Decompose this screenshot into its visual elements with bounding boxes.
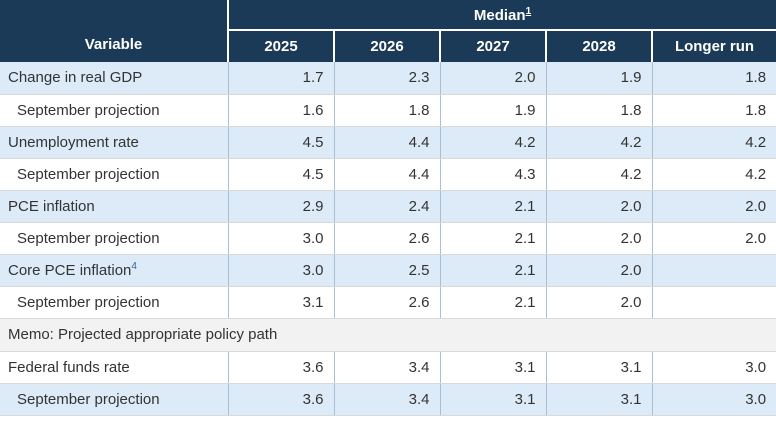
value-cell: 2.3: [333, 62, 440, 95]
value-cell: 3.4: [333, 383, 440, 416]
value-cell: 2.0: [439, 62, 546, 95]
value-cell: 2.1: [439, 222, 546, 255]
year-header-2025: 2025: [228, 30, 334, 62]
row-pce-inflation: PCE inflation 2.9 2.4 2.1 2.0 2.0: [0, 190, 776, 223]
row-label: PCE inflation: [0, 190, 228, 223]
row-label: September projection: [0, 286, 228, 319]
value-cell: 1.7: [227, 62, 334, 95]
value-cell: 4.2: [545, 158, 652, 191]
row-core-pce-inflation: Core PCE inflation4 3.0 2.5 2.1 2.0: [0, 254, 776, 287]
value-cell: [651, 286, 776, 319]
row-ffr-september-projection: September projection 3.6 3.4 3.1 3.1 3.0: [0, 383, 776, 416]
variable-column-header: Variable: [0, 0, 229, 62]
row-label-text: Core PCE inflation: [8, 262, 132, 279]
value-cell: [651, 254, 776, 287]
median-footnote-link[interactable]: 1: [525, 5, 532, 17]
header-row-years: 2025 2026 2027 2028 Longer run: [0, 30, 776, 62]
economic-projections-table: Variable Median1 2025 2026 2027 2028 Lon…: [0, 0, 776, 416]
value-cell: 2.6: [333, 286, 440, 319]
value-cell: 1.6: [227, 94, 334, 127]
value-cell: 2.1: [439, 286, 546, 319]
year-header-2028: 2028: [545, 30, 652, 62]
value-cell: 4.2: [651, 158, 776, 191]
value-cell: 3.4: [333, 351, 440, 384]
value-cell: 2.1: [439, 190, 546, 223]
median-group-header: Median1: [228, 0, 776, 31]
value-cell: 3.1: [227, 286, 334, 319]
memo-label: Memo: Projected appropriate policy path: [0, 318, 776, 352]
value-cell: 3.1: [439, 383, 546, 416]
value-cell: 2.4: [333, 190, 440, 223]
value-cell: 4.3: [439, 158, 546, 191]
header-row-median: Variable Median1: [0, 0, 776, 62]
value-cell: 2.1: [439, 254, 546, 287]
row-core-pce-september-projection: September projection 3.1 2.6 2.1 2.0: [0, 286, 776, 319]
row-unemployment-september-projection: September projection 4.5 4.4 4.3 4.2 4.2: [0, 158, 776, 191]
value-cell: 2.0: [545, 222, 652, 255]
value-cell: 1.8: [651, 62, 776, 95]
row-label: Change in real GDP: [0, 62, 228, 95]
row-unemployment-rate: Unemployment rate 4.5 4.4 4.2 4.2 4.2: [0, 126, 776, 159]
core-pce-footnote-link[interactable]: 4: [131, 261, 137, 272]
year-header-longer-run: Longer run: [650, 30, 776, 62]
year-header-2027: 2027: [439, 30, 546, 62]
value-cell: 1.8: [651, 94, 776, 127]
value-cell: 4.5: [227, 158, 334, 191]
row-label: September projection: [0, 383, 228, 416]
row-pce-september-projection: September projection 3.0 2.6 2.1 2.0 2.0: [0, 222, 776, 255]
value-cell: 1.8: [545, 94, 652, 127]
value-cell: 3.0: [651, 383, 776, 416]
value-cell: 2.0: [651, 222, 776, 255]
value-cell: 2.9: [227, 190, 334, 223]
value-cell: 3.6: [227, 351, 334, 384]
value-cell: 4.2: [545, 126, 652, 159]
row-label: Unemployment rate: [0, 126, 228, 159]
value-cell: 2.6: [333, 222, 440, 255]
value-cell: 1.9: [545, 62, 652, 95]
row-change-in-real-gdp: Change in real GDP 1.7 2.3 2.0 1.9 1.8: [0, 62, 776, 95]
value-cell: 4.5: [227, 126, 334, 159]
value-cell: 2.0: [545, 254, 652, 287]
value-cell: 2.0: [545, 286, 652, 319]
row-label: Core PCE inflation4: [0, 254, 228, 287]
value-cell: 3.0: [227, 222, 334, 255]
row-federal-funds-rate: Federal funds rate 3.6 3.4 3.1 3.1 3.0: [0, 351, 776, 384]
value-cell: 3.1: [545, 383, 652, 416]
row-label: September projection: [0, 158, 228, 191]
row-memo-policy-path: Memo: Projected appropriate policy path: [0, 318, 776, 352]
value-cell: 4.2: [439, 126, 546, 159]
value-cell: 2.0: [545, 190, 652, 223]
value-cell: 4.4: [333, 126, 440, 159]
median-title: Median: [473, 6, 526, 24]
value-cell: 3.1: [439, 351, 546, 384]
year-header-2026: 2026: [333, 30, 440, 62]
value-cell: 3.0: [227, 254, 334, 287]
value-cell: 2.5: [333, 254, 440, 287]
row-label: Federal funds rate: [0, 351, 228, 384]
row-label: September projection: [0, 94, 228, 127]
value-cell: 3.0: [651, 351, 776, 384]
row-label: September projection: [0, 222, 228, 255]
value-cell: 3.1: [545, 351, 652, 384]
value-cell: 3.6: [227, 383, 334, 416]
value-cell: 4.2: [651, 126, 776, 159]
value-cell: 1.8: [333, 94, 440, 127]
value-cell: 4.4: [333, 158, 440, 191]
value-cell: 1.9: [439, 94, 546, 127]
row-gdp-september-projection: September projection 1.6 1.8 1.9 1.8 1.8: [0, 94, 776, 127]
value-cell: 2.0: [651, 190, 776, 223]
